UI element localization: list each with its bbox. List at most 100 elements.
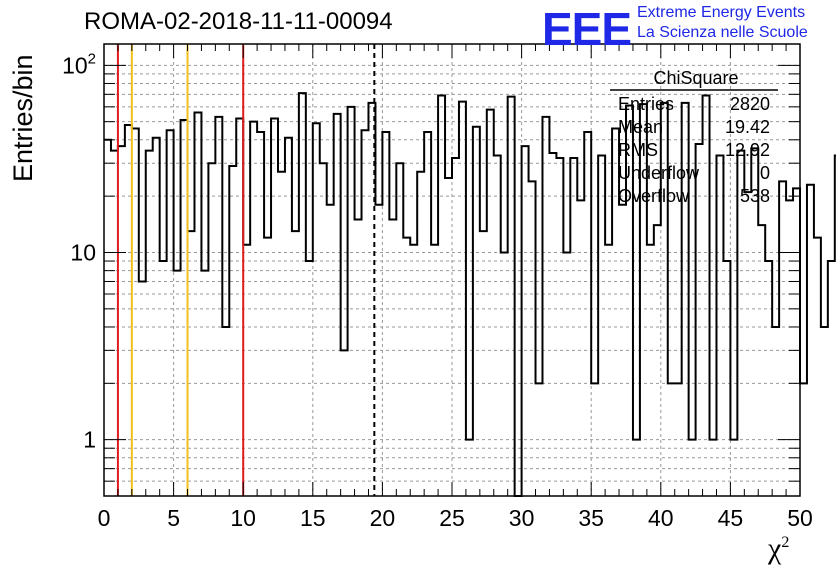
histogram-bin [744, 192, 751, 496]
histogram-bin [598, 155, 605, 496]
stats-value: 19.42 [725, 117, 770, 137]
histogram-bin [605, 245, 612, 496]
histogram-bin [417, 172, 424, 496]
histogram-bin [529, 181, 536, 496]
histogram-bin [696, 144, 703, 496]
logo-caption: Extreme Energy Events La Scienza nelle S… [637, 3, 808, 43]
histogram-bin [821, 327, 828, 496]
histogram-bin [278, 172, 285, 496]
x-tick-label: 20 [370, 505, 396, 531]
histogram-bin [779, 181, 786, 496]
stats-label: RMS [618, 140, 658, 160]
histogram-bin [828, 261, 835, 496]
histogram-bin [438, 95, 445, 496]
histogram-bin [132, 128, 139, 496]
histogram-bin [313, 123, 320, 496]
histogram-bin [730, 440, 737, 496]
histogram-bin [619, 205, 626, 496]
x-axis-label: χ2 [768, 532, 790, 565]
y-tick-label: 102 [62, 50, 96, 78]
histogram-bin [508, 97, 515, 496]
histogram-bin [222, 327, 229, 496]
eee-logo: EEE [542, 3, 632, 55]
histogram-bin [549, 153, 556, 496]
histogram-bin [703, 95, 710, 496]
histogram-bin [473, 127, 480, 496]
histogram-bin [710, 440, 717, 496]
stats-title: ChiSquare [653, 68, 738, 88]
x-tick-label: 15 [300, 505, 326, 531]
histogram-bin [306, 261, 313, 496]
histogram-bin [139, 281, 146, 496]
logo-line-1: Extreme Energy Events [637, 4, 806, 21]
histogram-bin [480, 231, 487, 496]
histogram-bin [424, 132, 431, 496]
histogram-bin [647, 245, 654, 496]
histogram-bin [389, 220, 396, 496]
histogram-bin [125, 125, 132, 496]
histogram-bin [174, 271, 181, 496]
histogram-bin [348, 107, 355, 496]
chart-title: ROMA-02-2018-11-11-00094 [84, 8, 393, 35]
stats-label: Entries [618, 94, 674, 114]
histogram-bin [668, 383, 675, 496]
histogram-bin [250, 122, 257, 496]
histogram-bin [194, 112, 201, 496]
histogram-bin [285, 138, 292, 496]
histogram-bin [382, 132, 389, 496]
histogram-bin [396, 163, 403, 496]
histogram-bin [459, 102, 466, 496]
y-axis-label: Entries/bin [8, 54, 38, 182]
histogram-bin [577, 200, 584, 496]
logo-line-2: La Scienza nelle Scuole [637, 24, 808, 41]
histogram-bin [118, 146, 125, 496]
histogram-bin [201, 271, 208, 496]
y-tick-label: 1 [83, 427, 96, 453]
histogram-bin [807, 185, 814, 496]
histogram-bin [723, 261, 730, 496]
histogram-bin [716, 155, 723, 496]
x-tick-label: 25 [439, 505, 465, 531]
histogram-bin [111, 151, 118, 496]
histogram-bin [800, 383, 807, 496]
histogram-bin [765, 261, 772, 496]
histogram-bin [633, 440, 640, 496]
histogram-bin [466, 440, 473, 496]
histogram-bin [689, 440, 696, 496]
stats-value: 2820 [730, 94, 770, 114]
histogram-bin [556, 158, 563, 496]
histogram-bin [522, 146, 529, 496]
histogram-bin [793, 188, 800, 496]
histogram-bin [445, 178, 452, 496]
histogram-bin [758, 225, 765, 496]
histogram-bin [591, 383, 598, 496]
histogram-bin [675, 383, 682, 496]
histogram-bin [362, 130, 369, 496]
histogram-bin [236, 118, 243, 496]
histogram-bin [264, 238, 271, 496]
histogram-bin [215, 117, 222, 496]
histogram-bin [487, 110, 494, 496]
stats-label: Overflow [618, 186, 690, 206]
histogram-bin [375, 205, 382, 496]
histogram-bin [181, 120, 188, 496]
histogram-bin [229, 166, 236, 496]
histogram-bin [292, 231, 299, 496]
y-tick-label: 10 [70, 239, 96, 265]
histogram-bin [188, 231, 195, 496]
reference-lines [116, 44, 376, 496]
stats-label: Underflow [618, 163, 700, 183]
x-tick-label: 50 [787, 505, 813, 531]
histogram-bin [257, 132, 264, 496]
x-tick-label: 35 [578, 505, 604, 531]
stats-value: 0 [760, 163, 770, 183]
histogram-bin [501, 252, 508, 496]
x-tick-label: 30 [509, 505, 535, 531]
histogram-bin [208, 163, 215, 496]
stats-box: ChiSquare Entries 2820 Mean 19.42 RMS 12.92 Und… [610, 68, 778, 206]
histogram-bin [772, 327, 779, 496]
stats-value: 12.92 [725, 140, 770, 160]
x-tick-label: 0 [98, 505, 111, 531]
histogram-bin [786, 200, 793, 496]
